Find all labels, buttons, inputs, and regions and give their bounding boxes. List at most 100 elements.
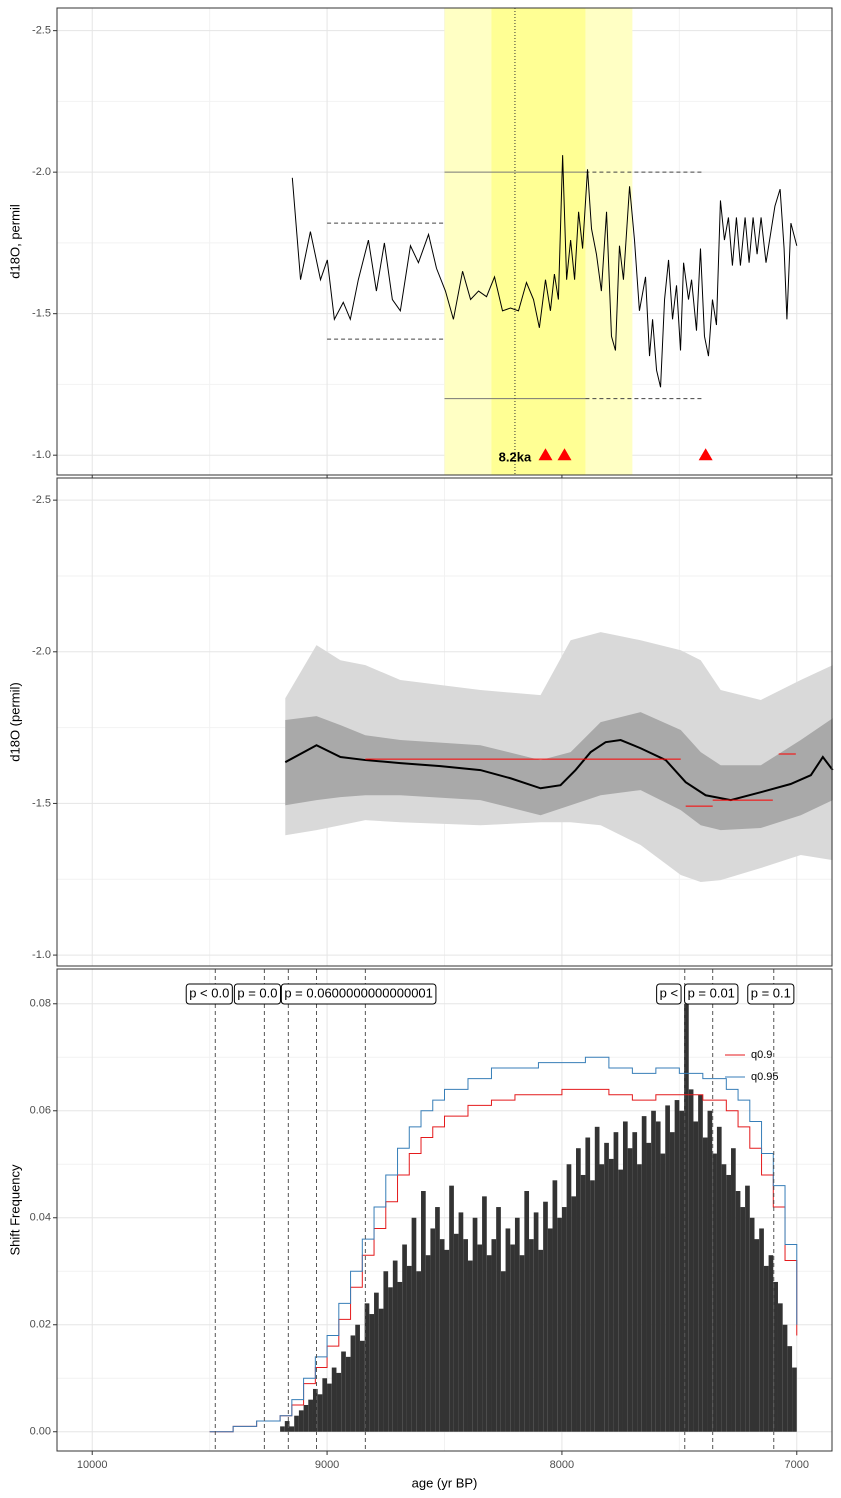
bar (693, 1121, 699, 1432)
bar (402, 1244, 407, 1432)
bar (519, 1255, 525, 1432)
y-tick-label: -1.5 (32, 797, 51, 809)
bar (655, 1121, 661, 1432)
bar (350, 1335, 356, 1432)
bar (331, 1367, 337, 1432)
p-value-label: p = 0.01 (684, 983, 739, 1005)
bar (453, 1233, 459, 1432)
bar (444, 1249, 450, 1432)
bar (341, 1351, 346, 1432)
event-marker (557, 448, 572, 461)
bar (674, 1100, 680, 1432)
bar (298, 1410, 304, 1432)
bar (773, 1281, 778, 1432)
bar (359, 1340, 365, 1432)
bar (538, 1249, 544, 1432)
bar (557, 1217, 562, 1432)
bar (618, 1169, 623, 1432)
bar (749, 1217, 755, 1432)
y-tick-label: 0.04 (30, 1212, 51, 1224)
bar (482, 1196, 487, 1432)
bar (552, 1180, 558, 1432)
bar (740, 1207, 746, 1432)
bar (665, 1105, 670, 1432)
bar (604, 1142, 609, 1432)
bar (416, 1271, 422, 1432)
bar (684, 1003, 689, 1432)
bar (411, 1217, 417, 1432)
bar (547, 1228, 553, 1432)
label-text: p = 0.1 (751, 985, 791, 1000)
bar (364, 1303, 370, 1432)
y-axis-title: d18O (permil) (7, 682, 22, 761)
label-box (185, 983, 233, 1005)
bar (510, 1244, 515, 1432)
y-tick-label: -1.0 (32, 949, 51, 961)
bar (289, 1426, 295, 1432)
bar (308, 1399, 313, 1432)
bar (439, 1239, 445, 1432)
panel-border (56, 968, 833, 1452)
bar (627, 1148, 633, 1432)
bar (669, 1132, 675, 1432)
label-text: p < (660, 985, 678, 1000)
bar (777, 1303, 783, 1432)
bar (336, 1372, 342, 1432)
bar (496, 1207, 501, 1432)
bar (613, 1132, 619, 1432)
x-tick-label: 8000 (550, 1459, 574, 1471)
bar (726, 1174, 732, 1432)
label-text: p = 0.0 (237, 985, 277, 1000)
bar (435, 1207, 440, 1432)
bar (702, 1137, 708, 1432)
series-line (291, 155, 798, 388)
legend-label: q0.95 (751, 1071, 779, 1083)
bar (594, 1126, 600, 1432)
quantile-line (209, 1088, 798, 1433)
label-text: p = 0.01 (688, 985, 735, 1000)
bar (491, 1239, 497, 1432)
bar (505, 1228, 511, 1432)
panel-border (56, 477, 833, 967)
y-tick-label: 0.08 (30, 998, 51, 1010)
y-tick-label: -2.0 (32, 646, 51, 658)
bar (716, 1126, 722, 1432)
bar (646, 1142, 652, 1432)
bar (486, 1255, 492, 1432)
label-box (656, 983, 682, 1005)
bar (425, 1255, 431, 1432)
bar (679, 1110, 685, 1432)
bar (561, 1207, 567, 1432)
p-value-label: p = 0.0600000000000001 (280, 983, 437, 1005)
bar (698, 1094, 703, 1432)
bar (524, 1191, 530, 1432)
bar (721, 1164, 727, 1432)
bar (500, 1271, 506, 1432)
bar (280, 1426, 285, 1432)
bar (317, 1394, 323, 1432)
bar (763, 1265, 769, 1432)
bar (458, 1212, 464, 1432)
bar (599, 1164, 605, 1432)
label-box (280, 983, 437, 1005)
annotation: 8.2ka (499, 450, 532, 465)
quantile-line (209, 1056, 798, 1433)
bar (312, 1388, 318, 1432)
bar (449, 1185, 454, 1432)
p-value-label: p = 0.0 (233, 983, 281, 1005)
bar (303, 1404, 309, 1432)
bar (543, 1201, 548, 1432)
event-marker (698, 448, 713, 461)
bar (735, 1191, 741, 1432)
bar (378, 1308, 384, 1432)
bar (514, 1217, 520, 1432)
bar (421, 1191, 426, 1432)
y-tick-label: -2.5 (32, 25, 51, 37)
bar (383, 1271, 389, 1432)
bar (467, 1260, 473, 1432)
bar (632, 1132, 638, 1432)
median-line (284, 739, 834, 802)
bar (580, 1174, 586, 1432)
x-tick-label: 9000 (315, 1459, 339, 1471)
